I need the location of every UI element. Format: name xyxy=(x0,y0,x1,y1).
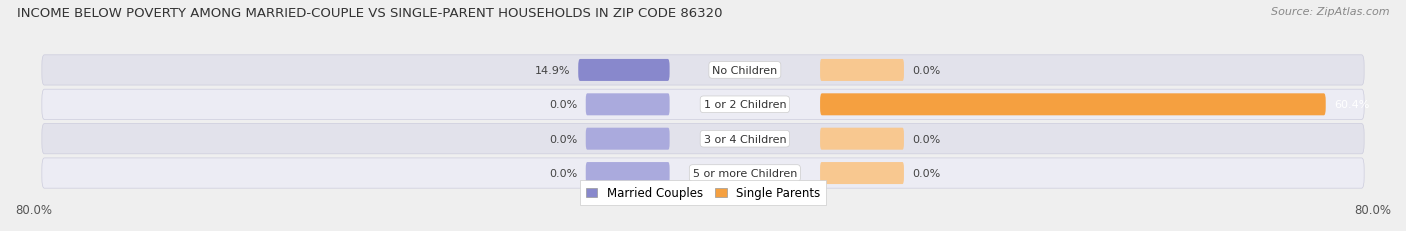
FancyBboxPatch shape xyxy=(586,94,669,116)
FancyBboxPatch shape xyxy=(586,128,669,150)
Text: 0.0%: 0.0% xyxy=(550,100,578,110)
FancyBboxPatch shape xyxy=(42,90,1364,120)
FancyBboxPatch shape xyxy=(578,60,669,82)
FancyBboxPatch shape xyxy=(820,60,904,82)
FancyBboxPatch shape xyxy=(42,124,1364,154)
Text: 0.0%: 0.0% xyxy=(550,168,578,178)
Text: 0.0%: 0.0% xyxy=(912,134,941,144)
Text: 3 or 4 Children: 3 or 4 Children xyxy=(703,134,786,144)
FancyBboxPatch shape xyxy=(42,158,1364,188)
FancyBboxPatch shape xyxy=(820,162,904,184)
Legend: Married Couples, Single Parents: Married Couples, Single Parents xyxy=(579,181,827,205)
Text: 0.0%: 0.0% xyxy=(912,66,941,76)
FancyBboxPatch shape xyxy=(820,94,1326,116)
FancyBboxPatch shape xyxy=(42,56,1364,86)
Text: INCOME BELOW POVERTY AMONG MARRIED-COUPLE VS SINGLE-PARENT HOUSEHOLDS IN ZIP COD: INCOME BELOW POVERTY AMONG MARRIED-COUPL… xyxy=(17,7,723,20)
Text: 0.0%: 0.0% xyxy=(912,168,941,178)
Text: 5 or more Children: 5 or more Children xyxy=(693,168,797,178)
Text: 1 or 2 Children: 1 or 2 Children xyxy=(703,100,786,110)
Text: 14.9%: 14.9% xyxy=(534,66,569,76)
Text: Source: ZipAtlas.com: Source: ZipAtlas.com xyxy=(1271,7,1389,17)
Text: No Children: No Children xyxy=(713,66,778,76)
Text: 60.4%: 60.4% xyxy=(1334,100,1369,110)
Text: 0.0%: 0.0% xyxy=(550,134,578,144)
FancyBboxPatch shape xyxy=(820,128,904,150)
FancyBboxPatch shape xyxy=(586,162,669,184)
